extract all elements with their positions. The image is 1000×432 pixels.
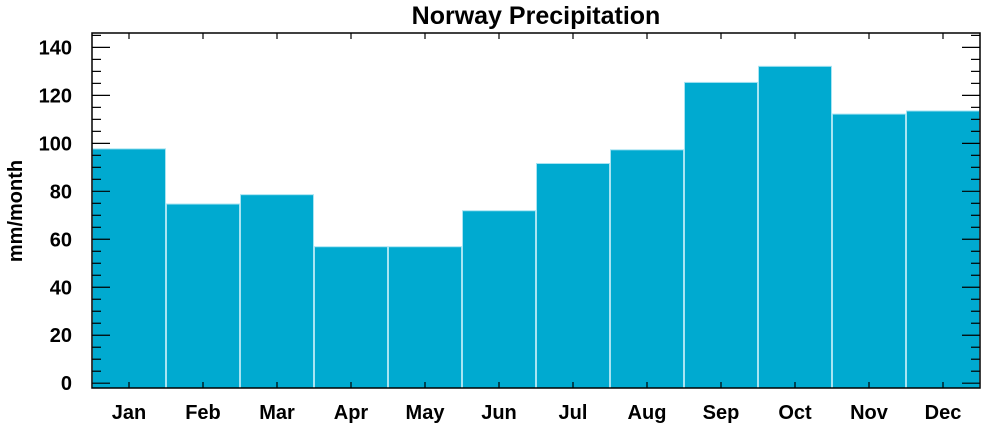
bar-may [388, 246, 462, 389]
x-tick-label: Mar [259, 402, 295, 424]
y-tick-label: 100 [39, 133, 72, 155]
bar-nov [832, 113, 906, 389]
y-tick-label: 60 [50, 229, 72, 251]
x-tick-label: Feb [185, 402, 221, 424]
bar-apr [314, 246, 388, 389]
y-tick-label: 0 [61, 373, 72, 395]
bar-oct [758, 65, 832, 389]
y-tick-label: 80 [50, 181, 72, 203]
x-tick-label: Oct [778, 402, 812, 424]
bar-sep [684, 81, 758, 389]
bar-feb [166, 203, 240, 389]
bar-jun [462, 210, 536, 389]
bar-jul [536, 162, 610, 389]
chart-title: Norway Precipitation [412, 2, 661, 30]
x-tick-label: Apr [334, 402, 369, 424]
x-tick-label: Jun [481, 402, 517, 424]
x-tick-label: Jul [559, 402, 588, 424]
bar-aug [610, 149, 684, 389]
y-tick-label: 120 [39, 85, 72, 107]
plot-frame [91, 32, 981, 389]
y-axis-label: mm/month [5, 160, 27, 262]
x-tick-label: Nov [850, 402, 889, 424]
x-tick-label: Sep [703, 402, 740, 424]
bar-mar [240, 194, 314, 389]
x-tick-label: May [406, 402, 446, 424]
y-tick-label: 20 [50, 325, 72, 347]
y-tick-label: 140 [39, 37, 72, 59]
bar-jan [92, 148, 166, 389]
y-tick-label: 40 [50, 277, 72, 299]
x-tick-label: Dec [925, 402, 962, 424]
bar-dec [906, 110, 980, 389]
x-tick-label: Aug [628, 402, 667, 424]
x-tick-label: Jan [112, 402, 146, 424]
